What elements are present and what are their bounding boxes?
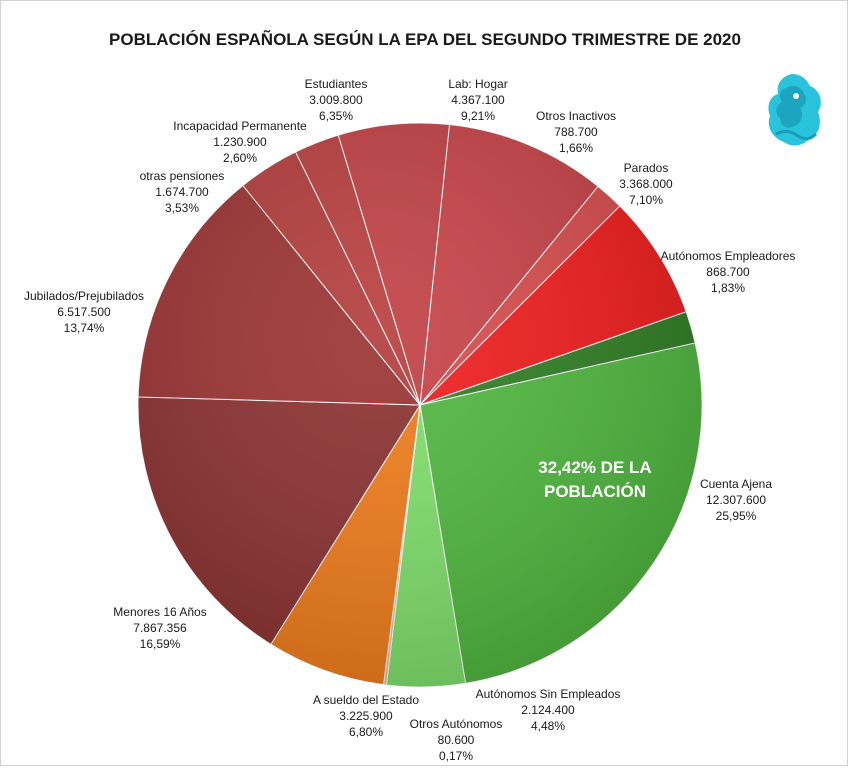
slice-percent: 4,48% — [530, 719, 566, 733]
slice-percent: 0,17% — [438, 749, 474, 763]
slice-label: Incapacidad Permanente 1.230.900 2,60% — [150, 118, 330, 166]
slice-label: Autónomos Sin Empleados 2.124.400 4,48% — [458, 686, 638, 734]
slice-label: Menores 16 Años 7.867.356 16,59% — [70, 604, 250, 652]
seal-logo-icon — [768, 74, 821, 146]
slice-percent: 9,21% — [460, 109, 496, 123]
highlight-annotation: 32,42% DE LA POBLACIÓN — [538, 458, 652, 501]
slice-label: Parados 3.368.000 7,10% — [556, 160, 736, 208]
slice-name: Estudiantes — [304, 77, 368, 91]
slice-name: Menores 16 Años — [113, 605, 207, 619]
slice-value: 788.700 — [554, 125, 598, 139]
slice-name: Jubilados/Prejubilados — [23, 289, 145, 303]
slice-value: 4.367.100 — [451, 93, 505, 107]
slice-label: Cuenta Ajena 12.307.600 25,95% — [646, 476, 826, 524]
slice-percent: 2,60% — [222, 151, 258, 165]
slice-percent: 3,53% — [164, 201, 200, 215]
slice-name: otras pensiones — [139, 169, 225, 183]
slice-value: 12.307.600 — [705, 493, 767, 507]
slice-name: Parados — [623, 161, 669, 175]
slice-value: 1.230.900 — [213, 135, 267, 149]
slice-label: Otros Autónomos 80.600 0,17% — [366, 716, 546, 764]
slice-value: 1.674.700 — [155, 185, 209, 199]
slice-name: Otros Inactivos — [535, 109, 617, 123]
chart-title: POBLACIÓN ESPAÑOLA SEGÚN LA EPA DEL SEGU… — [109, 30, 741, 49]
slice-value: 80.600 — [437, 733, 475, 747]
slice-value: 6.517.500 — [57, 305, 111, 319]
slice-label: Lab: Hogar 4.367.100 9,21% — [388, 76, 568, 124]
slice-label: Estudiantes 3.009.800 6,35% — [246, 76, 426, 124]
slice-value: 868.700 — [706, 265, 750, 279]
slice-name: Otros Autónomos — [409, 717, 503, 731]
slice-value: 2.124.400 — [521, 703, 575, 717]
slice-percent: 1,83% — [710, 281, 746, 295]
slice-name: Autónomos Sin Empleados — [475, 687, 621, 701]
slice-label: A sueldo del Estado 3.225.900 6,80% — [276, 692, 456, 740]
slice-label: Autónomos Empleadores 868.700 1,83% — [638, 248, 818, 296]
slice-percent: 7,10% — [628, 193, 664, 207]
slice-label: Otros Inactivos 788.700 1,66% — [486, 108, 666, 156]
slice-label: Jubilados/Prejubilados 6.517.500 13,74% — [0, 288, 174, 336]
slice-name: Cuenta Ajena — [699, 477, 773, 491]
slice-value: 3.368.000 — [619, 177, 673, 191]
slice-name: Lab: Hogar — [448, 77, 508, 91]
slice-name: A sueldo del Estado — [312, 693, 420, 707]
slice-name: Autónomos Empleadores — [660, 249, 796, 263]
slice-name: Incapacidad Permanente — [173, 119, 307, 133]
slice-percent: 25,95% — [715, 509, 757, 523]
slice-percent: 1,66% — [558, 141, 594, 155]
slice-percent: 6,80% — [348, 725, 384, 739]
slice-percent: 16,59% — [139, 637, 181, 651]
slice-label: otras pensiones 1.674.700 3,53% — [92, 168, 272, 216]
slice-percent: 6,35% — [318, 109, 354, 123]
slice-value: 3.009.800 — [309, 93, 363, 107]
slice-value: 7.867.356 — [133, 621, 187, 635]
slice-percent: 13,74% — [63, 321, 105, 335]
slice-value: 3.225.900 — [339, 709, 393, 723]
